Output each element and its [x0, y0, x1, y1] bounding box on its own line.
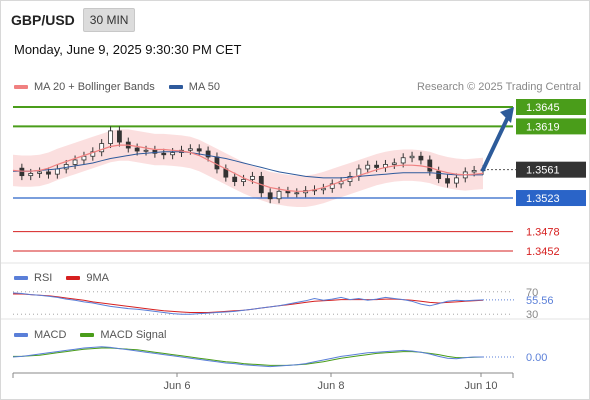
candle-body: [28, 173, 34, 177]
last-price-tag: [516, 161, 586, 178]
macd-line: [12, 346, 483, 368]
macd-signal-line: [13, 347, 484, 366]
candle-body: [285, 190, 291, 194]
rsi-tick-label: 30: [526, 309, 538, 321]
candle-body: [267, 192, 273, 200]
candle-body: [134, 147, 140, 152]
candle-body: [117, 130, 122, 143]
level-label-resistance: 1.3645: [526, 102, 560, 114]
candle-body: [108, 130, 113, 144]
rsi-ma-swatch: [66, 276, 81, 280]
candle-body: [232, 176, 238, 183]
candle-body: [241, 178, 246, 183]
ma20-legend-label: MA 20 + Bollinger Bands: [34, 81, 155, 93]
candle-body: [143, 149, 149, 152]
candle-body: [471, 170, 477, 173]
rsi-tick-label: 70: [526, 287, 538, 299]
candle-body: [320, 187, 326, 191]
candle-body: [418, 155, 424, 161]
rsi-last-label: 55.56: [526, 295, 554, 307]
rsi-swatch: [14, 276, 28, 280]
candle-body: [400, 157, 406, 164]
candle-body: [205, 150, 211, 158]
x-tick-label: Jun 10: [464, 380, 497, 392]
ma50-legend-label: MA 50: [188, 81, 220, 93]
rsi-line: [12, 292, 484, 315]
candle-body: [90, 151, 96, 157]
candle-body: [329, 183, 335, 189]
candle-body: [99, 143, 105, 153]
candle-body: [196, 148, 202, 152]
ma20-line: [12, 144, 484, 192]
candle-body: [453, 177, 459, 184]
candle-body: [445, 178, 450, 184]
candle-body: [294, 192, 300, 195]
candle-body: [427, 159, 433, 172]
candle-body: [46, 171, 51, 175]
candle-body: [152, 149, 158, 154]
level-tag-resistance: [516, 118, 586, 135]
level-label-red: 1.3452: [526, 246, 560, 258]
last-price-label: 1.3561: [526, 165, 560, 177]
x-tick-label: Jun 6: [164, 380, 191, 392]
candle-body: [391, 162, 397, 165]
bollinger-band: [13, 129, 483, 207]
macd-swatch: [14, 333, 28, 337]
interval-button[interactable]: 30 MIN: [82, 8, 136, 32]
candle-body: [374, 164, 379, 168]
chart-header: GBP/USD 30 MIN: [1, 7, 136, 33]
level-label-red: 1.3478: [526, 227, 560, 239]
candle-body: [214, 156, 220, 170]
level-label-support: 1.3523: [526, 193, 560, 205]
ma50-line: [13, 151, 483, 179]
level-tag-support: [516, 190, 586, 207]
candle-body: [170, 152, 176, 156]
timestamp-label: Monday, June 9, 2025 9:30:30 PM CET: [14, 42, 242, 57]
candle-body: [187, 148, 193, 151]
ma50-swatch: [168, 85, 183, 89]
candle-body: [276, 190, 282, 200]
price-legend: MA 20 + Bollinger Bands MA 50: [14, 81, 220, 93]
macd-signal-swatch: [80, 333, 95, 337]
symbol-label: GBP/USD: [11, 12, 75, 28]
macd-legend-label: MACD: [34, 329, 67, 341]
level-tag-resistance: [516, 99, 586, 115]
macd-signal-legend-label: MACD Signal: [100, 329, 167, 341]
x-tick-label: Jun 8: [318, 380, 345, 392]
candle-body: [365, 164, 371, 170]
research-credit: Research © 2025 Trading Central: [416, 81, 581, 93]
level-label-resistance: 1.3619: [526, 121, 560, 133]
projection-arrow-head: [500, 107, 514, 123]
macd-last-label: 0.00: [526, 352, 547, 364]
ma20-swatch: [14, 85, 28, 89]
rsi-ma-legend-label: 9MA: [86, 272, 109, 284]
candle-body: [19, 167, 25, 177]
candle-body: [81, 155, 87, 161]
candle-body: [436, 170, 442, 180]
candle-body: [72, 159, 78, 165]
macd-legend: MACD MACD Signal: [14, 329, 166, 341]
candle-body: [37, 171, 43, 174]
rsi-legend: RSI 9MA: [14, 272, 109, 284]
candle-body: [54, 168, 60, 175]
projection-arrow: [481, 115, 510, 172]
candle-body: [161, 152, 167, 156]
rsi-legend-label: RSI: [34, 272, 53, 284]
candle-body: [409, 155, 415, 159]
candle-body: [250, 175, 255, 180]
